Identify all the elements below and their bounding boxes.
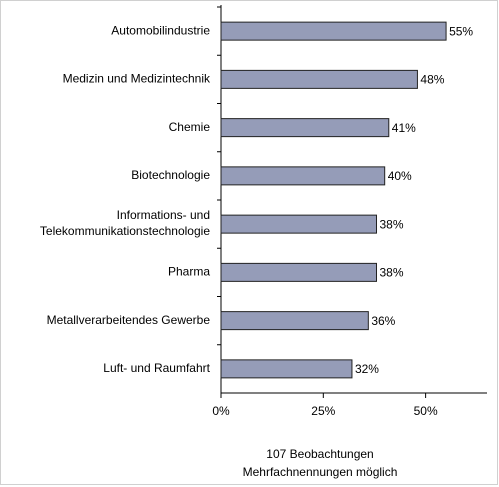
y-tick-label: Metallverarbeitendes Gewerbe xyxy=(47,313,211,327)
bar xyxy=(220,214,378,234)
value-label: 55% xyxy=(449,24,473,38)
bar xyxy=(220,166,386,186)
y-tick-label: Medizin und Medizintechnik xyxy=(63,72,211,86)
y-tick-label: Biotechnologie xyxy=(131,168,210,182)
value-label: 32% xyxy=(355,362,379,376)
x-tick-label: 0% xyxy=(212,404,230,418)
y-tick-label: Pharma xyxy=(168,265,210,279)
y-tick-label: Informations- und Telekommunikationstechn… xyxy=(40,208,210,238)
value-label: 38% xyxy=(380,217,404,231)
value-label: 38% xyxy=(380,266,404,280)
x-tick-label: 50% xyxy=(414,404,438,418)
annotation: 107 Beobachtungen xyxy=(266,447,373,461)
value-label: 36% xyxy=(371,314,395,328)
bar xyxy=(220,118,390,138)
value-label: 48% xyxy=(420,73,444,87)
y-tick-label: Luft- und Raumfahrt xyxy=(103,361,210,375)
y-tick-label: Chemie xyxy=(169,120,211,134)
annotation: Mehrfachnennungen möglich xyxy=(243,465,398,479)
bar xyxy=(220,262,378,282)
bar xyxy=(220,359,353,379)
bar xyxy=(220,69,418,89)
value-label: 41% xyxy=(392,121,416,135)
y-tick-label: Automobilindustrie xyxy=(111,23,210,37)
bar xyxy=(220,311,369,331)
value-label: 40% xyxy=(388,169,412,183)
x-tick-label: 25% xyxy=(311,404,335,418)
bar xyxy=(220,21,447,41)
